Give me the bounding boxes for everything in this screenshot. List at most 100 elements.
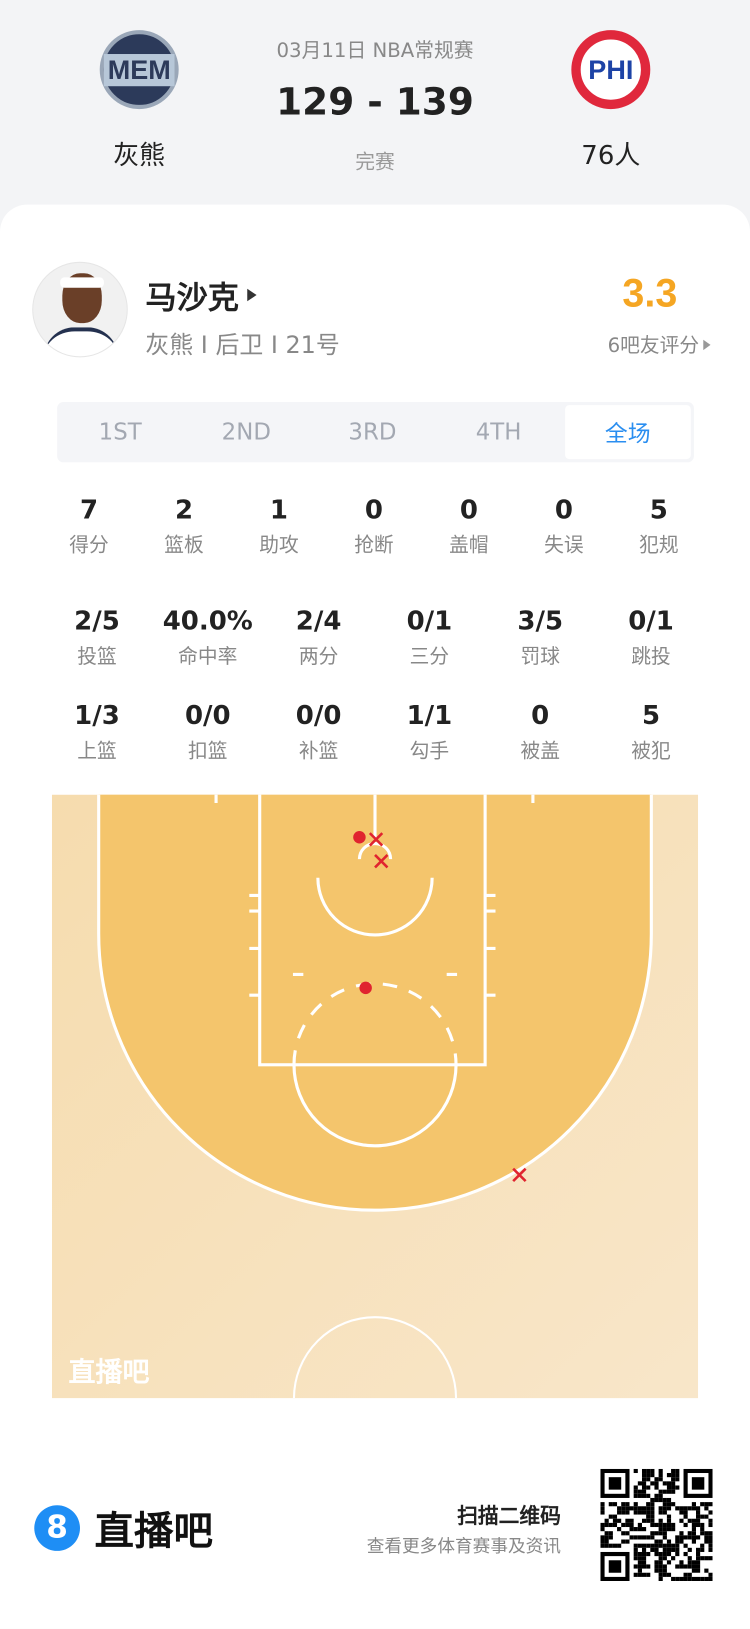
scan-qr-sub: 查看更多体育赛事及资讯 (366, 1536, 561, 1558)
player-meta: 灰熊 I 后卫 I 21号 (145, 332, 340, 360)
stat-value: 0/0 (184, 700, 231, 731)
stat-label: 跳投 (631, 645, 671, 668)
stat-cell: 0/0 扣篮 (152, 700, 263, 763)
player-avatar[interactable] (32, 261, 128, 358)
tab-3rd[interactable]: 3RD (348, 419, 397, 446)
qr-code[interactable] (600, 1468, 713, 1582)
rating-count-link[interactable]: 6吧友评分 (607, 334, 700, 358)
player-name[interactable]: 马沙克 (145, 280, 239, 317)
stat-cell: 1/1 勾手 (374, 700, 485, 763)
caret-right-icon[interactable] (247, 288, 257, 302)
stat-value: 5 (649, 494, 668, 525)
scan-qr-label: 扫描二维码 (457, 1503, 561, 1529)
match-status: 完赛 (355, 150, 395, 174)
stats-row: 1/3 上篮 0/0 扣篮 0/0 补篮 1/1 勾手 0 被盖 5 被犯 (42, 700, 707, 763)
stat-cell: 5 犯规 (611, 494, 706, 557)
stat-cell: 1/3 上篮 (42, 700, 153, 763)
stat-value: 1 (269, 494, 289, 525)
stat-value: 2/5 (74, 605, 120, 636)
stat-value: 0 (554, 494, 573, 525)
missed-shot-marker (512, 1167, 527, 1183)
stat-label: 上篮 (77, 739, 117, 763)
stat-label: 犯规 (639, 533, 679, 557)
stat-cell: 2/4 两分 (263, 606, 374, 669)
center-circle (292, 1316, 458, 1399)
home-team-name: 灰熊 (113, 140, 166, 171)
stat-cell: 2/5 投篮 (42, 606, 153, 669)
match-score: 129 - 139 (276, 81, 474, 124)
stat-cell: 0/0 补篮 (263, 700, 374, 763)
three-point-area (98, 794, 652, 1211)
missed-shot-marker (374, 854, 389, 869)
phi-team-logo[interactable]: PHI (571, 30, 651, 110)
stat-value: 7 (79, 494, 99, 525)
stat-value: 0 (459, 494, 478, 525)
stat-cell: 0 抢断 (326, 494, 421, 557)
player-rating: 3.3 (622, 272, 678, 316)
stat-value: 1/1 (406, 700, 453, 731)
stat-cell: 3/5 罚球 (485, 606, 596, 669)
stat-label: 被犯 (631, 739, 671, 763)
away-team-name: 76人 (581, 140, 641, 171)
stat-value: 3/5 (517, 605, 564, 636)
stat-label: 命中率 (178, 645, 238, 668)
stat-value: 2/4 (295, 605, 342, 636)
stat-label: 扣篮 (188, 739, 228, 763)
stat-value: 5 (641, 700, 661, 731)
made-shot-marker (353, 831, 366, 844)
brand-name: 直播吧 (94, 1508, 213, 1555)
brand-8-icon: 8 (34, 1504, 80, 1551)
paint (258, 794, 487, 1067)
stat-value: 2 (174, 494, 194, 525)
made-shot-marker (359, 981, 372, 995)
stat-cell: 0 失误 (516, 494, 611, 557)
stat-label: 助攻 (259, 533, 299, 557)
stat-cell: 7 得分 (42, 494, 137, 557)
stat-label: 盖帽 (449, 533, 489, 557)
tab-2nd[interactable]: 2ND (221, 419, 271, 446)
stat-cell: 0/1 三分 (374, 606, 485, 669)
stats-row: 2/5 投篮 40.0% 命中率 2/4 两分 0/1 三分 3/5 罚球 0/1 跳投 (42, 606, 707, 669)
stat-value: 0 (531, 700, 550, 731)
match-date-league: 03月11日 NBA常规赛 (276, 39, 474, 63)
stat-label: 篮板 (164, 533, 204, 557)
stat-cell: 2 篮板 (137, 494, 232, 557)
missed-shot-marker (368, 832, 384, 847)
stat-label: 三分 (409, 645, 450, 668)
stat-cell: 1 助攻 (231, 494, 326, 557)
ft-circle-upper (292, 982, 458, 1065)
three-point-line (97, 794, 653, 1212)
court-watermark: 直播吧 (69, 1358, 150, 1389)
footer-logo: 8 直播吧 (34, 1499, 213, 1556)
stat-label: 勾手 (409, 739, 450, 763)
stat-label: 失误 (544, 533, 584, 557)
stat-cell: 0 被盖 (485, 700, 596, 763)
stat-label: 被盖 (520, 739, 560, 763)
stat-value: 40.0% (162, 605, 253, 636)
mem-team-logo[interactable]: MEM (99, 30, 179, 110)
stat-label: 两分 (298, 645, 339, 668)
stat-value: 0/0 (295, 700, 342, 731)
stat-value: 0/1 (628, 605, 674, 636)
stat-label: 抢断 (354, 533, 394, 557)
tab-1st[interactable]: 1ST (98, 419, 142, 446)
stat-value: 1/3 (74, 700, 120, 731)
stat-value: 0 (364, 494, 383, 525)
stat-cell: 0 盖帽 (421, 494, 516, 557)
shot-chart: 直播吧 (51, 794, 699, 1399)
period-tabs: 1ST 2ND 3RD 4TH 全场 (57, 402, 694, 463)
stat-cell: 40.0% 命中率 (152, 606, 263, 669)
stat-label: 罚球 (520, 645, 560, 668)
stats-row: 7 得分 2 篮板 1 助攻 0 抢断 0 盖帽 0 失误 5 犯规 (42, 494, 707, 557)
ft-circle-lower (292, 1064, 458, 1148)
caret-right-icon[interactable] (703, 339, 711, 350)
stat-cell: 5 被犯 (596, 700, 707, 763)
stat-label: 投篮 (77, 645, 117, 668)
stat-cell: 0/1 跳投 (596, 606, 707, 669)
key-arc (316, 877, 434, 937)
tab-4th[interactable]: 4TH (475, 419, 522, 446)
tab-full-game[interactable]: 全场 (564, 405, 691, 460)
stat-value: 0/1 (406, 605, 453, 636)
stat-label: 补篮 (298, 739, 339, 763)
stat-label: 得分 (69, 533, 109, 557)
